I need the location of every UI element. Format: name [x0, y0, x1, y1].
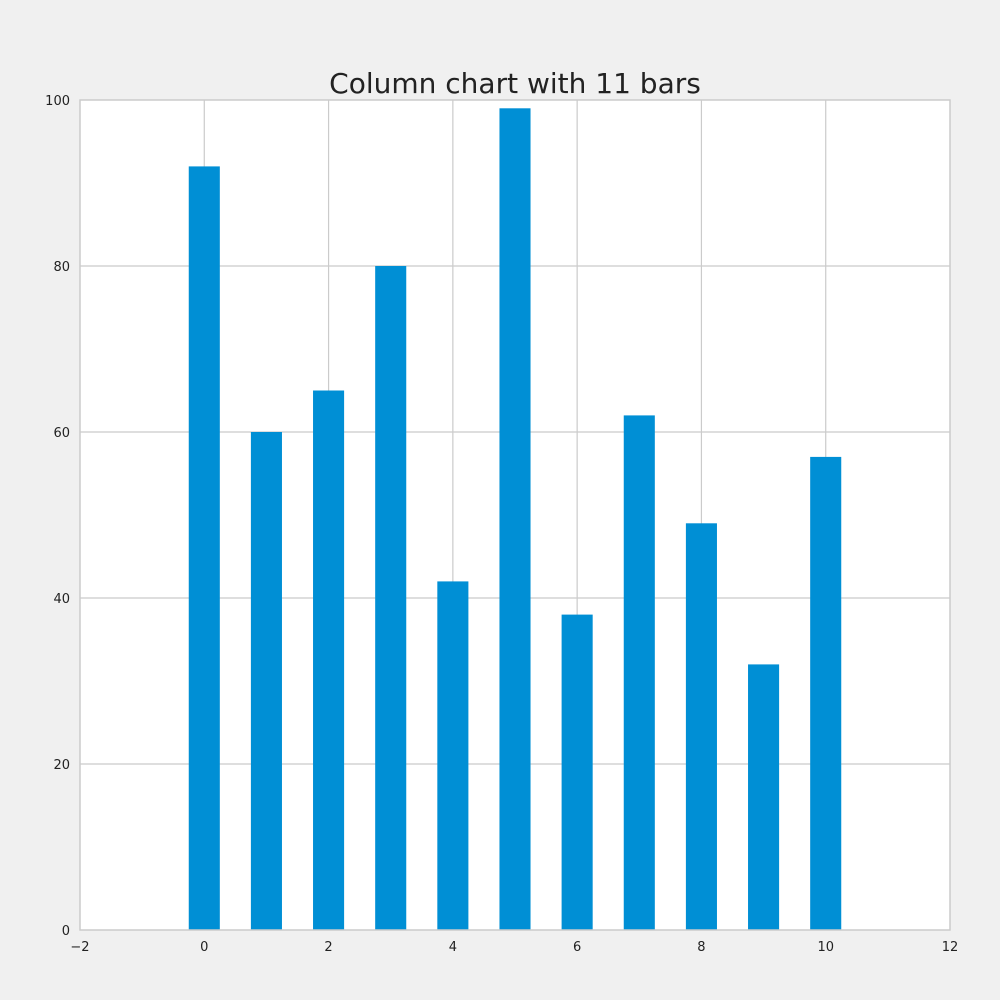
bar-9 [748, 664, 780, 930]
bar-8 [685, 523, 717, 930]
bar-4 [437, 581, 469, 930]
y-tick-label: 80 [53, 260, 70, 275]
x-tick-label: 2 [324, 940, 332, 955]
bar-5 [499, 108, 531, 931]
bar-2 [313, 390, 345, 930]
x-tick-label: 6 [573, 940, 581, 955]
x-axis-tick-labels: −2 0 2 4 6 8 10 12 [70, 940, 958, 955]
x-tick-label: 10 [817, 940, 834, 955]
y-tick-label: 20 [53, 758, 70, 773]
bar-3 [375, 266, 407, 930]
y-tick-label: 40 [53, 592, 70, 607]
bar-0 [188, 166, 220, 930]
x-tick-label: 12 [942, 940, 959, 955]
y-tick-label: 60 [53, 426, 70, 441]
bar-10 [810, 456, 842, 930]
y-axis-tick-labels: 0 20 40 60 80 100 [45, 94, 70, 939]
y-tick-label: 0 [62, 924, 70, 939]
y-tick-label: 100 [45, 94, 70, 109]
bar-7 [623, 415, 655, 930]
bar-6 [561, 614, 593, 930]
x-tick-label: 4 [449, 940, 457, 955]
x-tick-label: 8 [697, 940, 705, 955]
plot-frame [79, 99, 951, 931]
bar-1 [250, 432, 282, 930]
x-tick-label: −2 [70, 940, 89, 955]
x-tick-label: 0 [200, 940, 208, 955]
bars-layer [188, 108, 842, 931]
chart-title: Column chart with 11 bars [329, 67, 701, 100]
frame-layer [79, 99, 951, 931]
